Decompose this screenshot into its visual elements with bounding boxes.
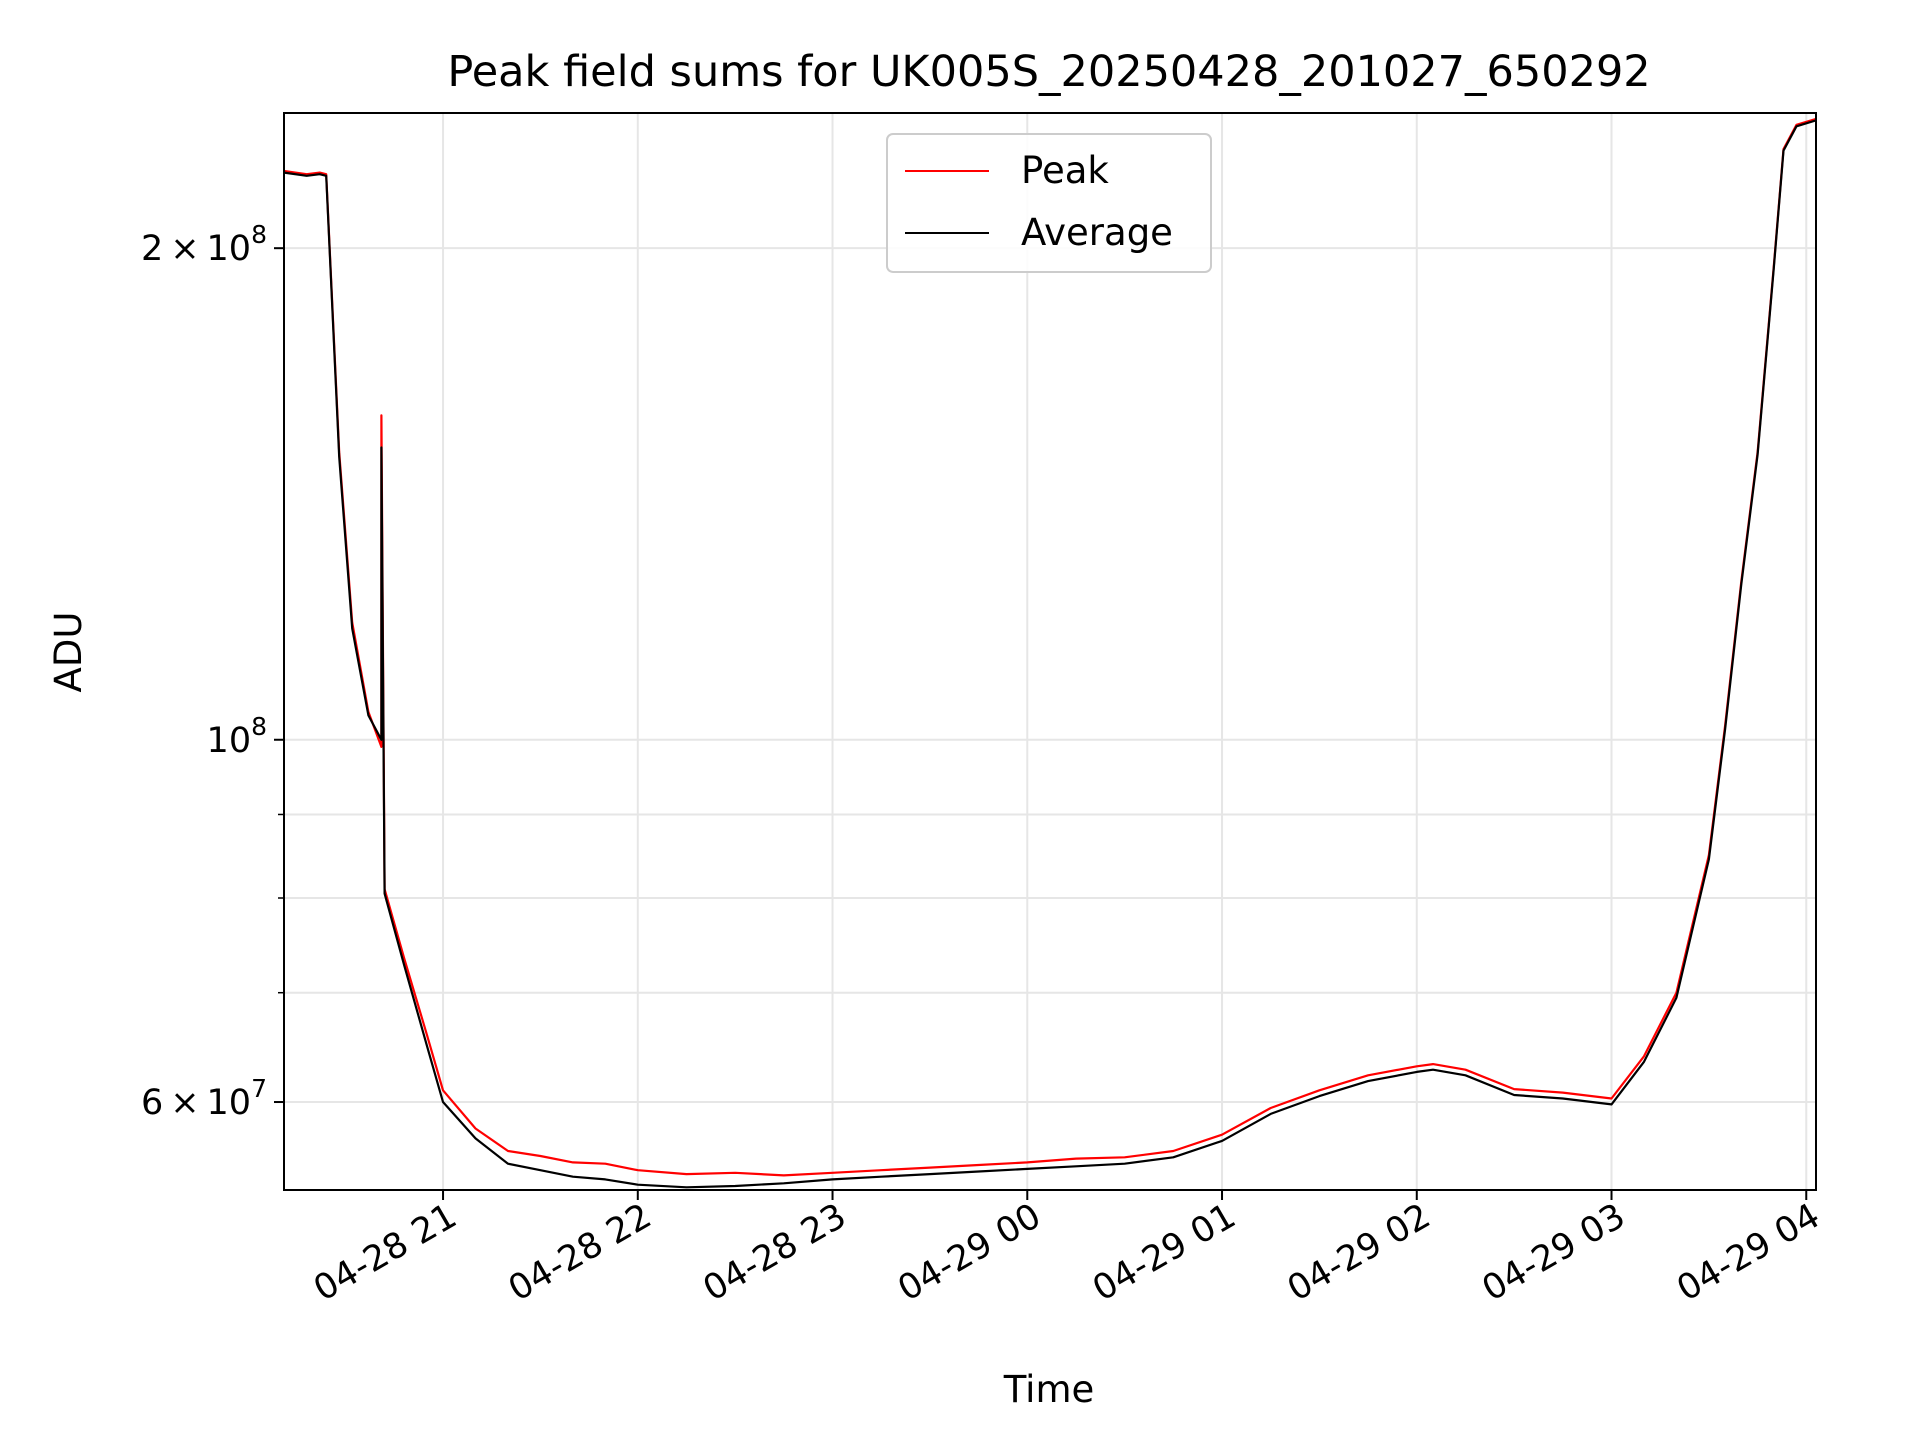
y-tick-label: 6 × 107 [141, 1074, 267, 1123]
legend-label-peak: Peak [1021, 149, 1109, 192]
x-axis-label: Time [1003, 1368, 1095, 1411]
legend-box [886, 133, 1212, 273]
y-tick-label: 108 [207, 712, 267, 761]
grid-lines [284, 113, 1816, 1190]
y-axis: 2 × 108 108 6 × 107 [141, 220, 284, 1123]
chart-title: Peak field sums for UK005S_20250428_2010… [447, 47, 1650, 97]
series-layer [284, 117, 1816, 1189]
series-line-average [284, 119, 1816, 1189]
legend-label-average: Average [1021, 211, 1173, 254]
plot-frame [283, 112, 1817, 1191]
y-tick-label: 2 × 108 [141, 220, 267, 269]
legend: Peak Average [886, 133, 1212, 273]
y-axis-label: ADU [47, 612, 90, 693]
